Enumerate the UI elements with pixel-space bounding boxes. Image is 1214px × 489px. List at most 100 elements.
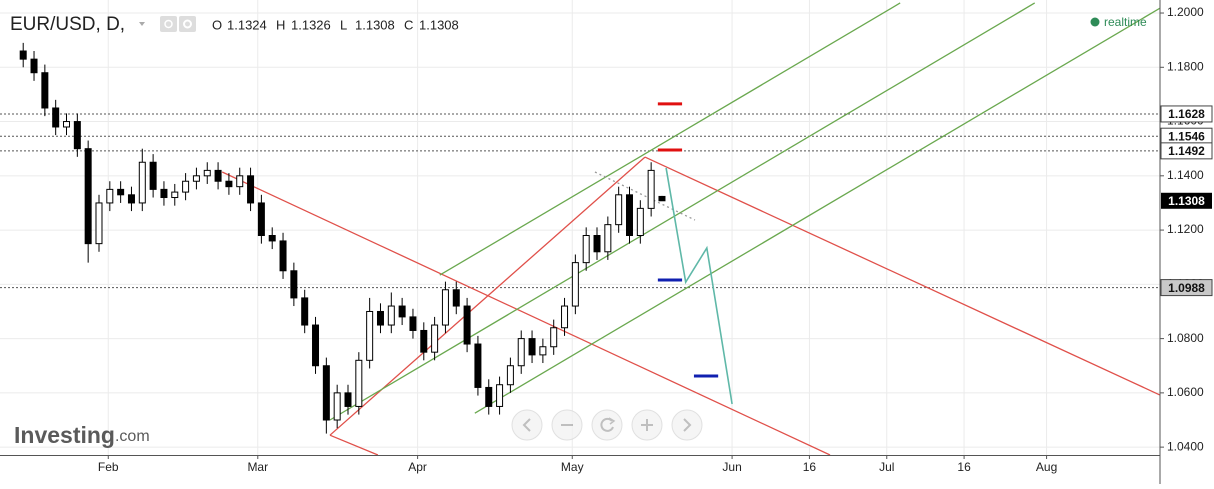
dropdown-icon[interactable] xyxy=(139,22,145,26)
candle-body xyxy=(506,365,514,386)
candle-body xyxy=(127,194,135,204)
plot-area xyxy=(0,2,1160,455)
candle-body xyxy=(431,324,439,353)
ohlc-value: 1.1326 xyxy=(291,17,331,32)
candle-body xyxy=(625,194,633,237)
candle-body xyxy=(171,191,179,199)
scroll-right-button[interactable] xyxy=(671,409,703,441)
status-text: realtime xyxy=(1104,15,1147,29)
candle-body xyxy=(376,310,384,326)
x-tick-label: Jun xyxy=(722,460,741,474)
level-label: 1.1628 xyxy=(1168,107,1205,121)
y-tick-label: 1.1400 xyxy=(1167,168,1204,182)
settings-icon[interactable] xyxy=(179,16,196,32)
level-label: 1.1492 xyxy=(1168,144,1205,158)
x-tick-label: Aug xyxy=(1036,460,1057,474)
candle-body xyxy=(268,235,276,242)
candle-body xyxy=(539,346,547,356)
candle-body xyxy=(550,327,558,348)
logo-suffix: .com xyxy=(115,428,150,445)
candle-body xyxy=(517,338,525,367)
candle-body xyxy=(225,180,233,188)
eye-icon[interactable] xyxy=(160,16,177,32)
candle-body xyxy=(604,224,612,253)
eye-icon-glyph xyxy=(164,19,173,29)
y-tick-label: 1.0600 xyxy=(1167,385,1204,399)
candle-body xyxy=(19,50,27,60)
zoom-in-button[interactable] xyxy=(631,409,663,441)
header: EUR/USD, D, realtime O 1.1324 H 1.1326 L 1.13… xyxy=(10,14,1147,35)
candle-body xyxy=(441,289,449,326)
candle-body xyxy=(366,310,374,361)
candle-body xyxy=(615,194,623,226)
candle-body xyxy=(571,262,579,307)
guide-line xyxy=(594,171,696,221)
labels: 1.20001.18001.16001.14001.12001.10001.08… xyxy=(98,5,1213,474)
zoom-out-button[interactable] xyxy=(551,409,583,441)
logo-main: Investing xyxy=(14,422,115,448)
ohlc-key: C xyxy=(404,17,413,32)
candle-body xyxy=(463,305,471,345)
candle-body xyxy=(387,305,395,326)
candle-body xyxy=(192,175,200,182)
candle-body xyxy=(420,329,428,353)
candle-body xyxy=(84,148,92,245)
candle-body xyxy=(301,297,309,326)
level-label-box xyxy=(1160,105,1213,123)
level-label-box xyxy=(1160,279,1213,297)
ohlc-key: O xyxy=(212,17,222,32)
candle-body xyxy=(322,365,330,421)
ohlc-value: 1.1308 xyxy=(355,17,395,32)
candle-body xyxy=(95,202,103,245)
settings-icon-glyph xyxy=(183,19,192,29)
price-axis-bg xyxy=(1160,0,1214,484)
candle-body xyxy=(160,188,168,199)
candle-body xyxy=(73,121,81,150)
candle-body xyxy=(647,169,655,209)
x-tick-label: May xyxy=(561,460,584,474)
x-tick-label: Mar xyxy=(247,460,268,474)
x-tick-label: Jul xyxy=(879,460,894,474)
candle-body xyxy=(30,58,38,74)
candle-body xyxy=(236,175,244,188)
x-tick-label: Apr xyxy=(408,460,427,474)
candle-body xyxy=(582,235,590,264)
logo-text: Investing.com xyxy=(14,422,150,448)
x-tick-label: Feb xyxy=(98,460,119,474)
trend-line xyxy=(329,2,1036,421)
level-label-box xyxy=(1160,142,1213,160)
candle-body xyxy=(474,343,482,388)
candle-body xyxy=(117,188,125,196)
candle-body xyxy=(63,121,71,128)
symbol-title: EUR/USD, D, xyxy=(10,14,125,35)
candle-body xyxy=(561,305,569,329)
status-dot xyxy=(1090,17,1100,27)
y-tick-label: 1.2000 xyxy=(1167,5,1204,19)
time-axis-bg xyxy=(0,455,1160,484)
reset-button[interactable] xyxy=(591,409,623,441)
candle-body xyxy=(149,161,157,190)
candle-body xyxy=(290,270,298,299)
logo: Investing.com xyxy=(14,422,150,448)
candle-body xyxy=(247,175,255,204)
candle-body xyxy=(528,338,536,356)
candle-body xyxy=(496,384,504,407)
ohlc-key: L xyxy=(340,17,347,32)
level-label: 1.1546 xyxy=(1168,129,1205,143)
candle-body xyxy=(333,392,341,421)
scroll-left-button[interactable] xyxy=(511,409,543,441)
candle-body xyxy=(593,235,601,253)
candle-body xyxy=(106,188,114,204)
trend-line xyxy=(474,7,1160,414)
candle-body xyxy=(182,180,190,193)
ohlc-key: H xyxy=(276,17,285,32)
candle-body xyxy=(138,161,146,204)
ohlc-value: 1.1324 xyxy=(227,17,267,32)
projection-line xyxy=(665,167,733,405)
candle-body xyxy=(658,195,666,202)
trend-line xyxy=(221,171,831,455)
last-price-box xyxy=(1161,192,1212,209)
